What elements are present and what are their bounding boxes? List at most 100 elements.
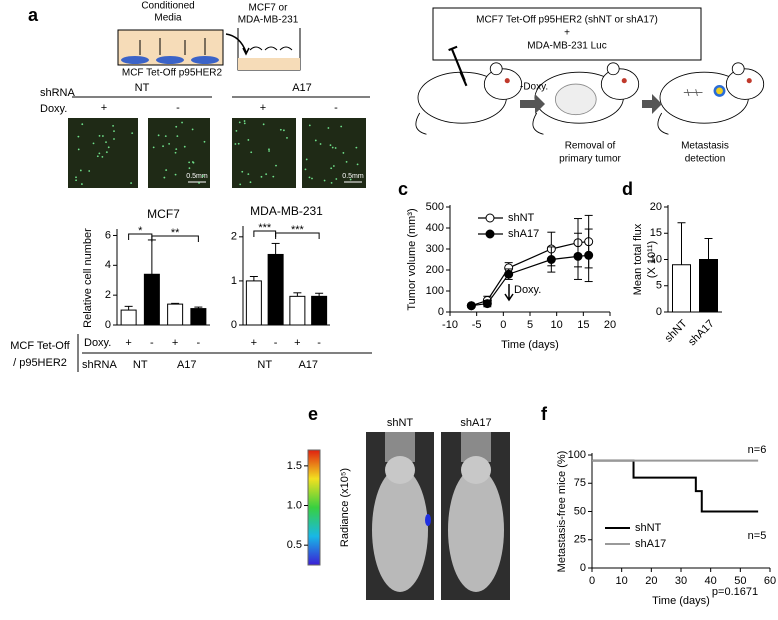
- x-tick-label: 20: [604, 319, 616, 331]
- y-tick-label: 100: [426, 285, 444, 297]
- secretion-arrow: [139, 38, 206, 55]
- condition-box: [432, 7, 702, 61]
- cell-dot: [96, 155, 99, 158]
- box-text: +: [564, 28, 570, 39]
- y-axis-label: Mean total flux: [632, 223, 644, 295]
- cell-dot: [305, 158, 308, 161]
- cell-dot: [238, 121, 241, 124]
- cell-dot: [181, 121, 183, 124]
- legend-label: shA17: [635, 538, 666, 550]
- x-tick-label: -: [150, 337, 154, 349]
- y-axis-label: Metastasis-free mice (%): [556, 451, 568, 573]
- legend-label: shA17: [508, 228, 539, 240]
- significance-bracket: [151, 235, 199, 242]
- cell-dot: [75, 179, 77, 182]
- cell-dot: [272, 175, 275, 178]
- y-tick-label: 1: [231, 275, 237, 287]
- cell-dot: [237, 142, 240, 145]
- marker: [584, 250, 594, 260]
- box-text: MDA-MB-231 Luc: [527, 41, 606, 52]
- cell-dot: [168, 142, 171, 145]
- cell-dot: [262, 123, 265, 126]
- image-label: shA17: [460, 417, 491, 429]
- y-tick-label: 2: [105, 289, 111, 301]
- x-tick-label: 10: [551, 319, 563, 331]
- colorbar: [307, 449, 321, 566]
- y-tick-label: 0: [656, 306, 662, 318]
- cell-dot: [243, 122, 246, 125]
- sign: -: [334, 102, 338, 114]
- cell-dot: [330, 167, 333, 170]
- x-tick-label: 40: [705, 575, 717, 587]
- cell-dot: [250, 151, 253, 154]
- significance-label: ***: [258, 222, 272, 234]
- x-tick-label: +: [125, 337, 131, 349]
- tail: [532, 112, 544, 135]
- cell-dot: [308, 124, 311, 127]
- cell-dot: [268, 150, 270, 152]
- x-tick-label: +: [251, 337, 257, 349]
- cell-dot: [112, 125, 114, 127]
- bar: [289, 295, 306, 326]
- cell-dot: [332, 165, 335, 167]
- y-tick-label: 4: [105, 259, 111, 271]
- x-tick-label: 30: [675, 575, 687, 587]
- marker: [466, 301, 476, 311]
- x-tick-label: +: [294, 337, 300, 349]
- cell-dot: [241, 170, 244, 173]
- y-tick-label: 0.5: [287, 539, 302, 551]
- bar: [120, 309, 137, 326]
- cell-dot: [163, 176, 166, 179]
- cell-dot: [81, 183, 83, 185]
- y-tick-label: 1.0: [287, 499, 302, 511]
- eye: [746, 78, 752, 84]
- cell-dot: [203, 140, 206, 143]
- cell-dot: [162, 145, 164, 148]
- cell-dot: [102, 135, 104, 137]
- micrograph: [148, 118, 210, 188]
- y-axis-label: Radiance (x10⁵): [339, 468, 351, 547]
- bar: [167, 303, 184, 326]
- cell-dot: [304, 168, 307, 171]
- step-label: Removal of: [565, 141, 616, 152]
- y-tick-label: 100: [568, 449, 586, 461]
- x-tick-label: 0: [589, 575, 595, 587]
- chart-title: MCF7: [147, 207, 180, 221]
- bar: [672, 264, 691, 313]
- y-axis-label: Tumor volume (mm³): [406, 208, 418, 310]
- bar: [699, 259, 718, 313]
- cell-dot: [247, 173, 250, 176]
- panel-label: f: [541, 404, 548, 424]
- legend-label: shNT: [635, 522, 662, 534]
- mouse: [415, 45, 523, 135]
- tail: [415, 112, 427, 135]
- cell-dot: [345, 161, 348, 163]
- mouse-head: [385, 456, 415, 484]
- x-tick-label: -: [274, 337, 278, 349]
- marker: [482, 299, 492, 309]
- sign: +: [101, 102, 107, 114]
- cell-dot: [75, 176, 77, 179]
- cell-dot: [176, 135, 179, 138]
- cell-dot: [327, 127, 330, 129]
- ear: [731, 62, 745, 76]
- bar: [311, 295, 328, 326]
- y-axis-label: Relative cell number: [82, 228, 94, 328]
- arrow: [225, 33, 247, 53]
- annotation: p=0.1671: [712, 586, 758, 598]
- cell-dot: [355, 146, 358, 149]
- legend-marker: [485, 229, 495, 239]
- cell-dot: [247, 139, 250, 141]
- cell-dot: [234, 143, 237, 145]
- cell-dot: [157, 134, 160, 137]
- cell-dot: [331, 146, 334, 149]
- cell-dot: [165, 169, 168, 171]
- cell-dot: [334, 147, 337, 149]
- cell-dot: [323, 179, 326, 182]
- significance-label: ***: [291, 224, 305, 236]
- arrow: [642, 94, 662, 114]
- mouse-silhouette: [372, 468, 428, 592]
- x-tick-label: 15: [577, 319, 589, 331]
- marker: [546, 255, 556, 264]
- cell-dot: [349, 178, 352, 181]
